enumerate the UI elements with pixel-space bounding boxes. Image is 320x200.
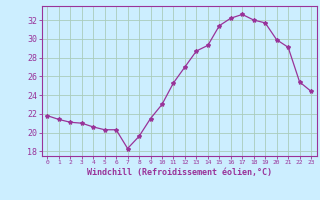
X-axis label: Windchill (Refroidissement éolien,°C): Windchill (Refroidissement éolien,°C) — [87, 168, 272, 177]
